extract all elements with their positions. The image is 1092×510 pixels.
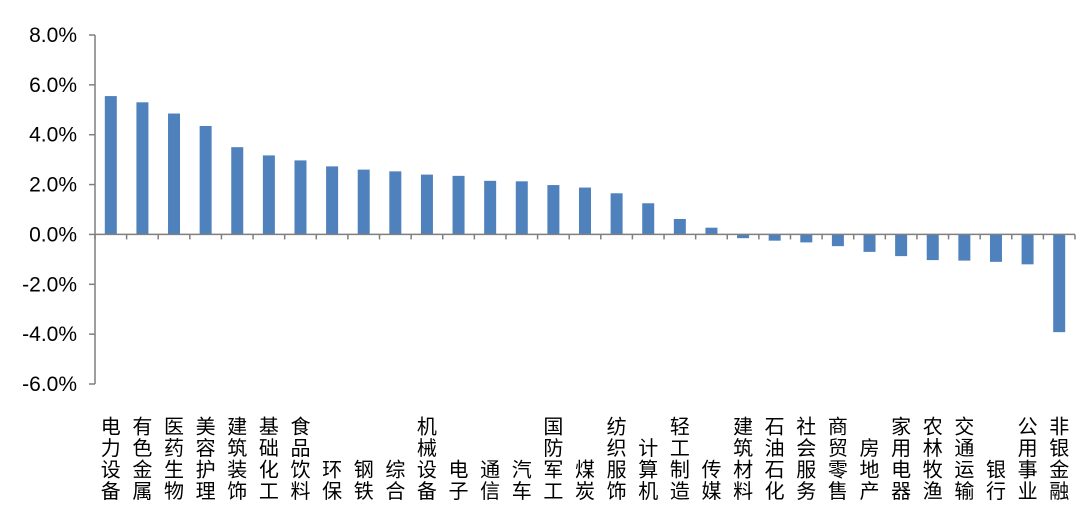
x-tick-label: 银行 [986, 458, 1006, 504]
bar [610, 193, 623, 235]
x-tick-label: 非银金融 [1049, 415, 1069, 504]
x-tick-label: 商贸零售 [828, 415, 848, 504]
bar [484, 180, 497, 235]
bar [958, 234, 971, 261]
y-tick-label: -4.0% [22, 323, 77, 346]
bar [389, 171, 402, 235]
bar [294, 160, 307, 235]
y-tick-label: 2.0% [29, 174, 77, 197]
x-tick-label: 综合 [385, 458, 405, 504]
x-tick-label: 纺织服饰 [607, 415, 627, 504]
bar [1021, 234, 1034, 265]
x-tick-label: 通信 [480, 458, 500, 504]
bar [579, 187, 591, 235]
y-tick-label: 8.0% [29, 24, 77, 47]
y-tick-label: 0.0% [29, 223, 77, 246]
x-tick-label: 机械设备 [417, 415, 437, 504]
bar [926, 234, 939, 261]
bar [737, 234, 750, 239]
x-tick-label: 国防军工 [543, 415, 563, 504]
x-tick-label: 有色金属 [132, 415, 152, 504]
x-tick-label: 煤炭 [575, 458, 595, 504]
bar [863, 234, 876, 252]
x-tick-label: 食品饮料 [290, 415, 310, 504]
x-tick-label: 建筑装饰 [227, 415, 247, 504]
x-tick-label: 家用电器 [891, 415, 911, 504]
bar [895, 234, 908, 257]
x-tick-label: 电力设备 [101, 415, 121, 504]
y-tick-label: -2.0% [22, 273, 77, 296]
bar [547, 185, 560, 235]
y-tick-label: 4.0% [29, 124, 77, 147]
bar [768, 234, 781, 241]
bar [673, 218, 686, 235]
bars [104, 96, 1066, 333]
bar [326, 166, 339, 235]
x-axis [94, 233, 1076, 240]
x-tick-label: 美容护理 [196, 415, 216, 504]
x-tick-label: 建筑材料 [733, 415, 753, 504]
y-tick-label: -6.0% [22, 373, 77, 396]
bar [104, 96, 117, 235]
x-tick-label: 传媒 [701, 458, 721, 504]
bar [136, 102, 149, 235]
x-tick-label: 房地产 [860, 436, 880, 503]
x-tick-label: 电子 [449, 458, 469, 504]
x-tick-label: 轻工制造 [670, 415, 690, 504]
x-tick-label: 交通运输 [954, 415, 974, 504]
y-tick-label: 6.0% [29, 74, 77, 97]
x-tick-label: 石油石化 [765, 415, 785, 504]
bar [831, 234, 844, 247]
x-tick-label: 汽车 [512, 458, 532, 504]
bar [452, 175, 465, 235]
bar [168, 113, 181, 235]
bar [357, 169, 370, 235]
x-tick-label: 基础化工 [259, 415, 279, 504]
bar [262, 155, 275, 235]
bar [1053, 234, 1066, 333]
bar [231, 147, 244, 235]
y-axis: -6.0% -4.0% -2.0% 0.0% 2.0% 4.0% 6.0% 8.0% [22, 24, 96, 396]
x-tick-label: 计算机 [638, 436, 658, 503]
bar [705, 227, 718, 235]
bar [420, 174, 433, 235]
x-tick-label: 医药生物 [164, 415, 184, 504]
x-tick-label: 环保 [322, 458, 342, 504]
bar [199, 125, 212, 235]
bar [800, 234, 813, 243]
x-tick-label: 社会服务 [796, 415, 816, 504]
x-tick-label: 农林牧渔 [923, 415, 943, 504]
x-axis-labels: 电力设备有色金属医药生物美容护理建筑装饰基础化工食品饮料环保钢铁综合机械设备电子… [101, 415, 1069, 504]
bar [515, 181, 528, 235]
x-tick-label: 钢铁 [354, 458, 374, 504]
bar [642, 203, 655, 235]
x-tick-label: 公用事业 [1018, 415, 1038, 504]
bar [989, 234, 1002, 262]
